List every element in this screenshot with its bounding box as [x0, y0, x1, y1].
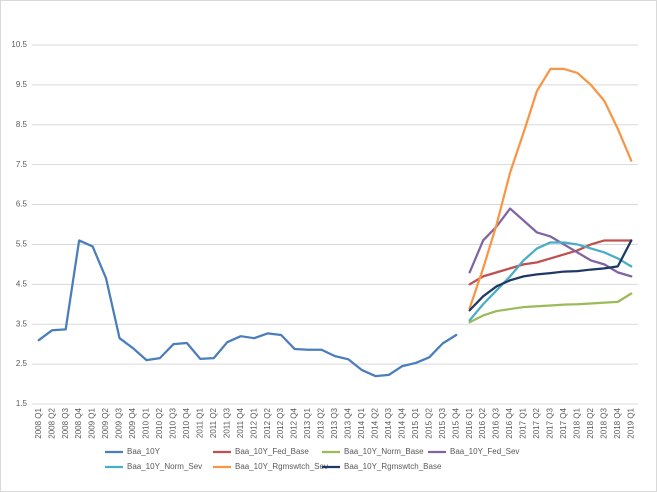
- y-tick-label: 7.5: [16, 160, 28, 169]
- y-tick-label: 1.5: [16, 399, 28, 408]
- x-tick-label: 2013 Q4: [344, 407, 353, 438]
- legend-label: Baa_10Y_Rgmswtch_Base: [344, 462, 442, 471]
- x-tick-label: 2017 Q1: [519, 407, 528, 438]
- legend-label: Baa_10Y: [127, 447, 161, 456]
- y-tick-label: 8.5: [16, 120, 28, 129]
- x-tick-label: 2008 Q1: [34, 407, 43, 438]
- x-tick-label: 2012 Q1: [249, 407, 258, 438]
- x-tick-label: 2013 Q3: [330, 407, 339, 438]
- x-tick-label: 2009 Q4: [128, 407, 137, 438]
- x-tick-label: 2012 Q4: [290, 407, 299, 438]
- x-tick-label: 2016 Q1: [465, 407, 474, 438]
- series-line: [468, 292, 633, 324]
- series-line: [468, 67, 633, 310]
- x-tick-label: 2014 Q3: [384, 407, 393, 438]
- x-tick-label: 2010 Q1: [142, 407, 151, 438]
- x-tick-label: 2014 Q1: [357, 407, 366, 438]
- x-tick-label: 2010 Q4: [182, 407, 191, 438]
- legend-label: Baa_10Y_Norm_Sev: [127, 462, 202, 471]
- x-tick-label: 2017 Q2: [532, 407, 541, 438]
- x-tick-label: 2018 Q3: [599, 407, 608, 438]
- x-tick-label: 2013 Q2: [317, 407, 326, 438]
- x-tick-label: 2009 Q2: [101, 407, 110, 438]
- x-tick-label: 2015 Q2: [424, 407, 433, 438]
- y-tick-label: 4.5: [16, 279, 28, 288]
- x-tick-label: 2012 Q2: [263, 407, 272, 438]
- x-tick-label: 2010 Q3: [169, 407, 178, 438]
- x-tick-label: 2011 Q1: [195, 407, 204, 438]
- x-tick-label: 2015 Q3: [438, 407, 447, 438]
- x-tick-label: 2018 Q2: [586, 407, 595, 438]
- x-tick-label: 2015 Q1: [411, 407, 420, 438]
- x-tick-label: 2012 Q3: [276, 407, 285, 438]
- x-tick-label: 2018 Q4: [613, 407, 622, 438]
- legend-label: Baa_10Y_Rgmswtch_Sev: [235, 462, 328, 471]
- legend-label: Baa_10Y_Norm_Base: [344, 447, 424, 456]
- y-tick-label: 10.5: [11, 40, 27, 49]
- x-tick-label: 2013 Q1: [303, 407, 312, 438]
- x-tick-label: 2008 Q2: [47, 407, 56, 438]
- x-tick-label: 2015 Q4: [451, 407, 460, 438]
- x-tick-label: 2014 Q2: [371, 407, 380, 438]
- x-tick-label: 2019 Q1: [626, 407, 635, 438]
- x-tick-label: 2016 Q2: [478, 407, 487, 438]
- x-tick-label: 2008 Q4: [74, 407, 83, 438]
- x-tick-label: 2011 Q4: [236, 407, 245, 438]
- x-tick-label: 2014 Q4: [397, 407, 406, 438]
- x-tick-label: 2009 Q3: [115, 407, 124, 438]
- x-tick-label: 2017 Q3: [546, 407, 555, 438]
- x-tick-label: 2018 Q1: [573, 407, 582, 438]
- x-tick-label: 2010 Q2: [155, 407, 164, 438]
- series-line: [468, 239, 633, 312]
- x-tick-label: 2016 Q3: [492, 407, 501, 438]
- y-tick-label: 6.5: [16, 200, 28, 209]
- legend-label: Baa_10Y_Fed_Sev: [450, 447, 519, 456]
- x-tick-label: 2017 Q4: [559, 407, 568, 438]
- series-line: [468, 239, 633, 286]
- x-tick-label: 2009 Q1: [88, 407, 97, 438]
- y-tick-label: 9.5: [16, 80, 28, 89]
- series-line: [468, 241, 633, 322]
- x-tick-label: 2008 Q3: [61, 407, 70, 438]
- y-tick-label: 5.5: [16, 240, 28, 249]
- y-tick-label: 3.5: [16, 319, 28, 328]
- legend-label: Baa_10Y_Fed_Base: [235, 447, 309, 456]
- y-tick-label: 2.5: [16, 359, 28, 368]
- x-tick-label: 2011 Q3: [222, 407, 231, 438]
- series-line: [37, 239, 458, 378]
- x-tick-label: 2011 Q2: [209, 407, 218, 438]
- x-tick-label: 2016 Q4: [505, 407, 514, 438]
